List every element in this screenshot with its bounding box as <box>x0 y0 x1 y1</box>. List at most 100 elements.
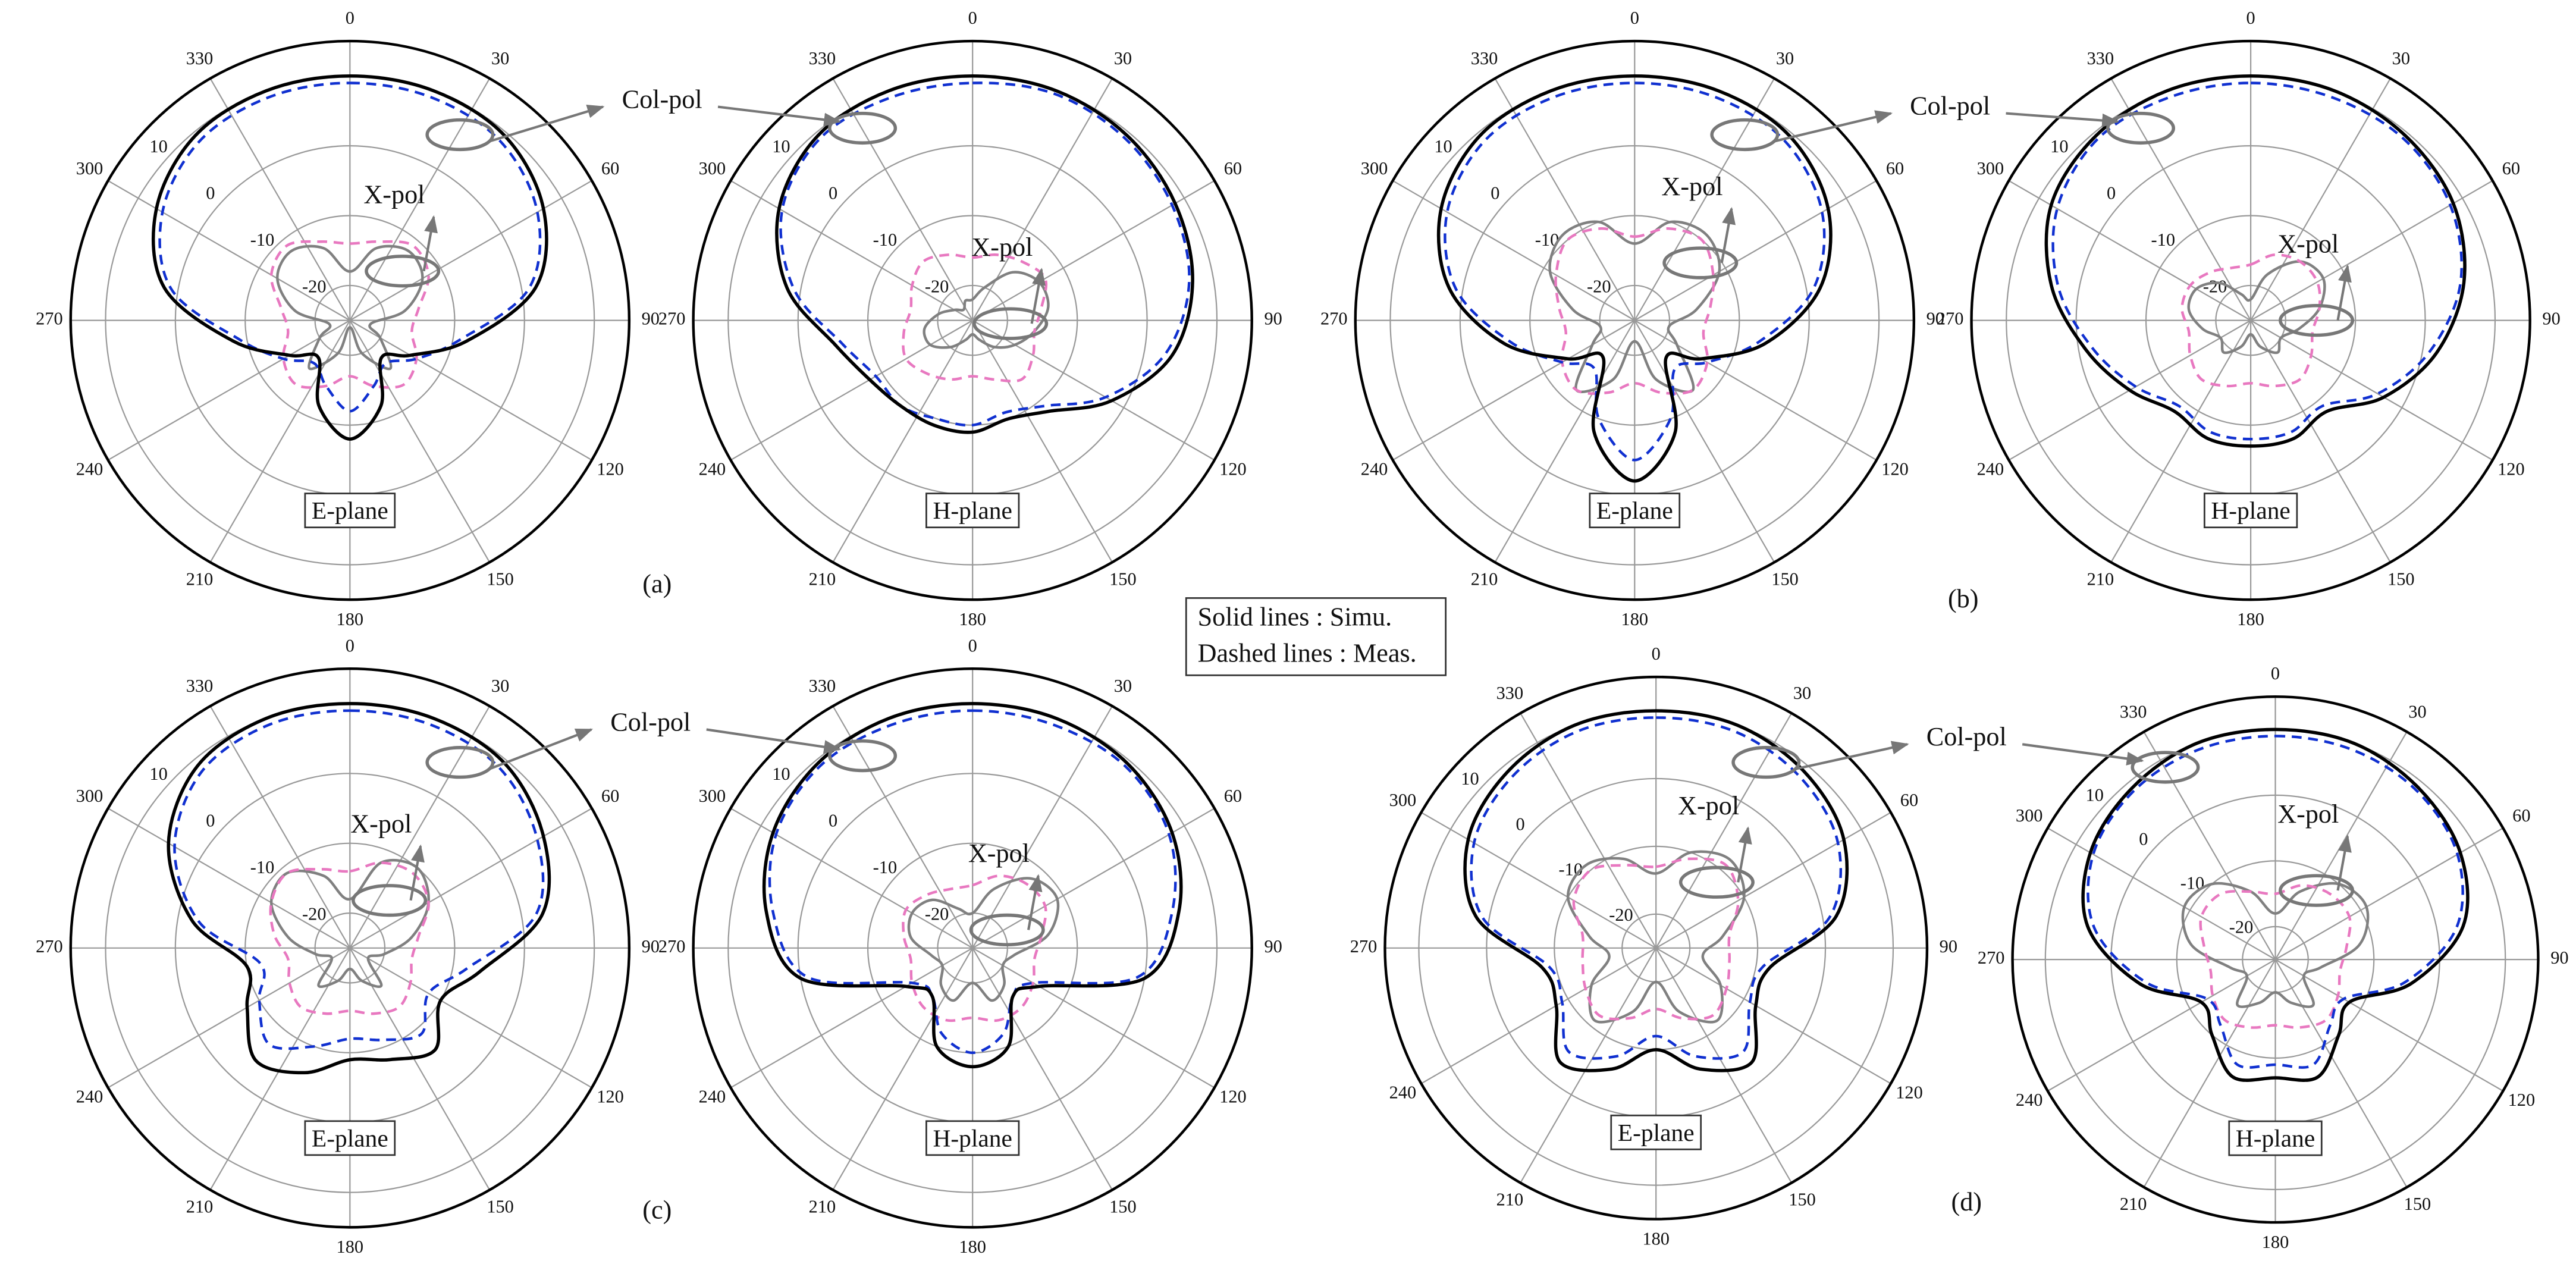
plane-label-box <box>1589 493 1681 529</box>
pattern-curve <box>173 709 545 1050</box>
theta-tick-label: 300 <box>2016 805 2043 826</box>
plane-label: E-plane <box>1618 1119 1695 1146</box>
spoke <box>2250 78 2391 321</box>
polar-plot: -20 -10 0 10 0 30 60 90 120 150 180 210 240 270 300 330… <box>658 8 1282 629</box>
polar-frame <box>1354 39 1916 601</box>
theta-tick-label: 270 <box>1320 309 1348 329</box>
spoke <box>349 947 592 1089</box>
theta-tick-label: 180 <box>2262 1232 2289 1252</box>
theta-tick-label: 120 <box>2497 459 2525 479</box>
plane-label: H-plane <box>2236 1125 2315 1152</box>
pattern-curve <box>2044 74 2467 448</box>
plane-label: H-plane <box>933 1124 1012 1152</box>
x-pol-arrow <box>1737 826 1752 883</box>
pattern-curve <box>775 74 1194 434</box>
spoke <box>108 319 350 461</box>
pattern-curve <box>2199 884 2352 1029</box>
r-tick-label: -20 <box>1609 905 1633 925</box>
theta-tick-label: 90 <box>2550 948 2568 968</box>
col-pol-label: Col-pol <box>622 84 702 114</box>
pattern-curve <box>2181 882 2370 1008</box>
spoke <box>1634 320 1775 563</box>
x-pol-ellipse <box>2279 874 2355 907</box>
r-tick-label: -20 <box>2203 277 2227 297</box>
plane-label: H-plane <box>2211 497 2290 524</box>
pattern-curve <box>1572 857 1740 1021</box>
x-pol-ellipse <box>1662 246 1739 280</box>
r-tick-label: 0 <box>829 811 837 831</box>
panel-label: (d) <box>1951 1187 1982 1216</box>
spoke <box>730 319 973 461</box>
theta-tick-label: 210 <box>186 1197 214 1217</box>
theta-tick-label: 30 <box>491 676 509 696</box>
x-pol-label: X-pol <box>971 233 1033 262</box>
plane-label-box <box>2228 1120 2323 1156</box>
pattern-curve <box>1436 74 1833 483</box>
theta-tick-label: 30 <box>2408 701 2426 722</box>
col-pol-ellipse <box>2106 111 2176 145</box>
col-pol-arrow <box>1774 110 1893 143</box>
spoke <box>2143 959 2276 1188</box>
x-pol-label: X-pol <box>968 839 1030 868</box>
r-tick-label: -20 <box>2229 917 2253 937</box>
theta-tick-label: 330 <box>186 676 214 696</box>
pattern-curve <box>902 253 1048 383</box>
theta-tick-label: 30 <box>1114 48 1132 68</box>
theta-tick-label: 300 <box>1361 158 1388 178</box>
theta-tick-label: 150 <box>1771 569 1799 589</box>
spoke <box>2110 320 2252 563</box>
col-pol-arrow <box>489 105 605 143</box>
r-tick-label: 10 <box>149 764 167 784</box>
spoke <box>1655 713 1793 949</box>
pattern-curve <box>2187 260 2326 355</box>
theta-tick-label: 240 <box>76 459 103 479</box>
theta-tick-label: 210 <box>809 1197 836 1217</box>
plane-label: E-plane <box>1596 497 1673 524</box>
x-pol-arrow <box>2336 835 2352 891</box>
theta-tick-label: 60 <box>1224 786 1242 806</box>
r-tick-label: 10 <box>772 764 790 784</box>
pattern-curve <box>167 702 551 1075</box>
theta-tick-label: 330 <box>2087 48 2114 68</box>
spoke <box>972 948 1113 1191</box>
panel-label: (c) <box>642 1196 672 1225</box>
r-tick-label: -20 <box>302 904 326 924</box>
x-pol-arrow <box>2336 264 2352 321</box>
spoke <box>1634 319 1877 461</box>
theta-tick-label: 120 <box>1896 1083 1923 1103</box>
spoke <box>2008 180 2251 321</box>
legend-box <box>1185 597 1447 676</box>
plane-label-box <box>304 493 396 529</box>
theta-tick-label: 30 <box>1114 676 1132 696</box>
r-tick-label: -10 <box>873 230 897 250</box>
pattern-curve <box>269 861 430 1015</box>
pattern-curve <box>2051 81 2463 441</box>
col-pol-arrow <box>489 728 594 770</box>
spoke <box>108 947 350 1089</box>
theta-tick-label: 150 <box>1109 569 1137 589</box>
x-pol-ellipse <box>2279 304 2355 337</box>
plane-label-box <box>1610 1114 1702 1150</box>
theta-tick-label: 210 <box>2087 569 2114 589</box>
theta-tick-label: 0 <box>2246 8 2255 28</box>
pattern-curve <box>1463 709 1849 1072</box>
r-tick-label: 0 <box>2107 183 2116 203</box>
col-pol-ellipse <box>1710 118 1780 152</box>
theta-tick-label: 270 <box>36 936 63 956</box>
x-pol-ellipse <box>972 307 1049 340</box>
plane-label-box <box>2203 493 2298 529</box>
theta-tick-label: 240 <box>2016 1090 2043 1110</box>
x-pol-label: X-pol <box>363 180 425 209</box>
spoke <box>1494 320 1636 563</box>
spoke <box>209 948 351 1191</box>
spoke <box>972 320 1113 563</box>
plane-label-box <box>925 1120 1020 1156</box>
theta-tick-label: 330 <box>809 48 836 68</box>
spoke <box>832 705 974 949</box>
pattern-curve <box>2086 735 2464 1069</box>
pattern-curve <box>158 81 542 413</box>
theta-tick-label: 180 <box>959 1237 986 1257</box>
theta-tick-label: 330 <box>809 676 836 696</box>
spoke <box>972 319 1215 461</box>
spoke <box>1392 319 1635 461</box>
